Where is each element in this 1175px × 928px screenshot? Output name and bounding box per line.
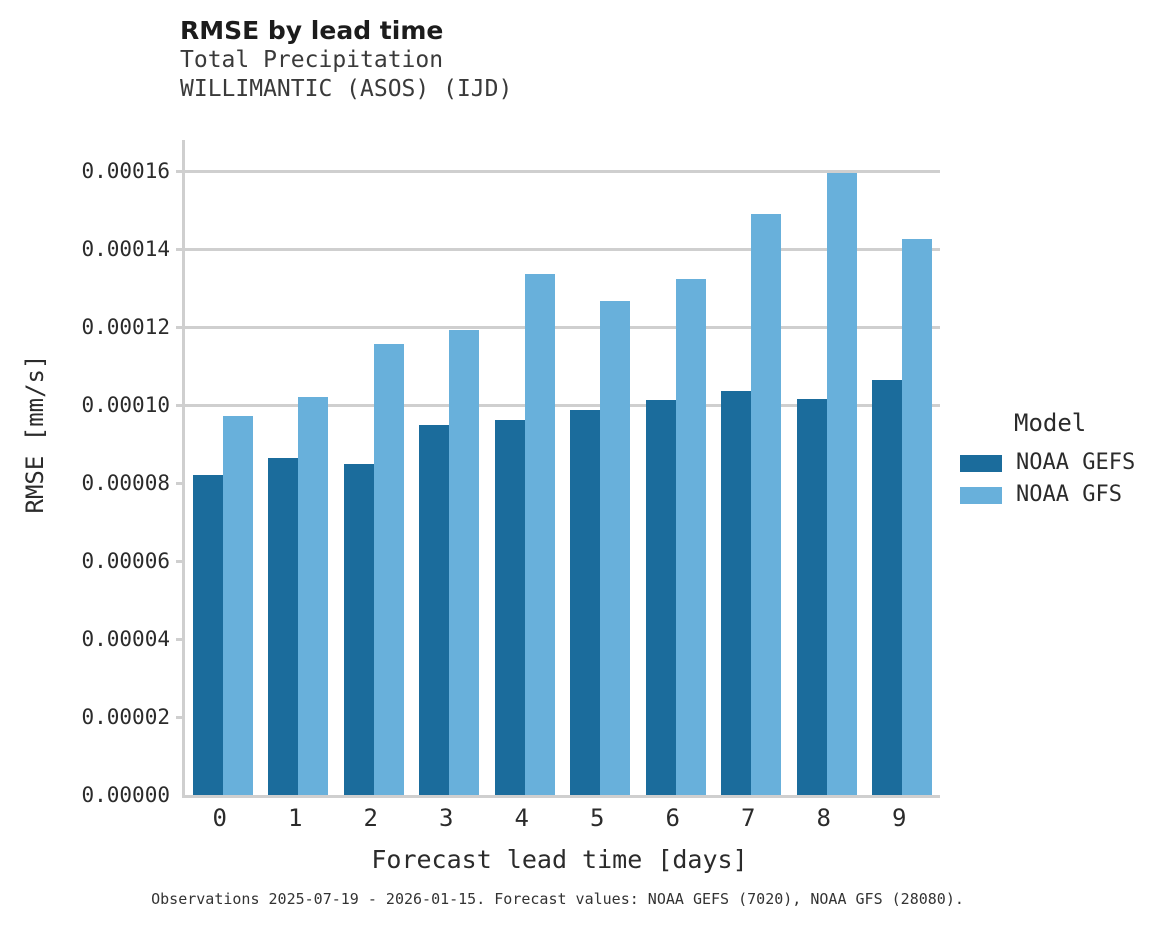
chart-subtitle-variable: Total Precipitation (180, 47, 444, 73)
y-axis-tick-label: 0.00002 (81, 705, 170, 730)
y-axis-tick-labels: 0.00000 0.00002 0.00004 0.00006 0.00008 0.000… (22, 140, 170, 806)
bar[interactable] (298, 396, 329, 795)
bar[interactable] (675, 279, 706, 795)
x-axis-tick-label: 0 (212, 804, 227, 832)
bar[interactable] (902, 239, 933, 795)
bar[interactable] (570, 409, 601, 795)
x-axis-tick-label: 2 (363, 804, 378, 832)
y-axis-tick-label: 0.00014 (81, 237, 170, 262)
gridline (185, 170, 940, 174)
y-axis-tick (176, 716, 185, 720)
chart-subtitle-station: WILLIMANTIC (ASOS) (IJD) (180, 76, 513, 102)
bar[interactable] (826, 173, 857, 795)
bars-layer (185, 140, 940, 795)
legend-swatch (960, 454, 1002, 472)
bar[interactable] (222, 416, 253, 795)
y-axis-tick (176, 326, 185, 330)
legend-title: Model (1014, 409, 1087, 437)
x-axis-title: Forecast lead time [days] (371, 845, 748, 874)
legend-entry[interactable]: NOAA GFS (960, 479, 1135, 511)
y-axis-tick-label: 0.00006 (81, 549, 170, 574)
y-axis-tick-label: 0.00008 (81, 471, 170, 496)
x-axis-tick-label: 3 (439, 804, 454, 832)
x-axis-tick-label: 5 (590, 804, 605, 832)
bar[interactable] (600, 300, 631, 795)
legend: Model NOAA GEFS NOAA GFS (960, 408, 1135, 511)
bar[interactable] (721, 390, 752, 795)
bar[interactable] (645, 399, 676, 795)
plot-area (176, 140, 940, 798)
y-axis-tick (176, 248, 185, 252)
page-title: RMSE by lead time (180, 16, 444, 45)
x-axis-tick-label: 9 (892, 804, 907, 832)
x-axis-tick-labels: 0 1 2 3 4 5 6 7 8 9 (182, 803, 937, 839)
x-axis-tick-label: 8 (816, 804, 831, 832)
bar[interactable] (373, 343, 404, 795)
bar[interactable] (343, 463, 374, 795)
bar[interactable] (268, 458, 299, 795)
bar[interactable] (751, 213, 782, 795)
y-axis-tick (176, 482, 185, 486)
bar[interactable] (419, 424, 450, 795)
legend-label: NOAA GFS (1016, 482, 1122, 507)
y-axis-tick-label: 0.00012 (81, 315, 170, 340)
gridline (185, 248, 940, 252)
legend-entry[interactable]: NOAA GEFS (960, 447, 1135, 479)
gridline (185, 326, 940, 330)
bar[interactable] (192, 474, 223, 795)
title-block: RMSE by lead time Total Precipitation WI… (180, 16, 940, 104)
y-axis-tick (176, 560, 185, 564)
gridline (185, 404, 940, 408)
x-axis-tick-label: 1 (288, 804, 303, 832)
legend-swatch (960, 486, 1002, 504)
footnote: Observations 2025-07-19 - 2026-01-15. Fo… (151, 890, 964, 908)
y-axis-tick-label: 0.00010 (81, 393, 170, 418)
bar[interactable] (796, 398, 827, 795)
x-axis-tick-label: 4 (514, 804, 529, 832)
bar[interactable] (449, 330, 480, 795)
y-axis-tick (176, 170, 185, 174)
y-axis-tick-label: 0.00016 (81, 159, 170, 184)
bar[interactable] (524, 273, 555, 795)
bar[interactable] (494, 419, 525, 795)
y-axis-tick (176, 638, 185, 642)
legend-entries: NOAA GEFS NOAA GFS (960, 447, 1135, 511)
y-axis-tick-label: 0.00004 (81, 627, 170, 652)
x-axis-tick-label: 6 (665, 804, 680, 832)
bar[interactable] (872, 379, 903, 795)
x-axis-tick-label: 7 (741, 804, 756, 832)
y-axis-tick-label: 0.00000 (81, 783, 170, 807)
y-axis-tick (176, 404, 185, 408)
legend-label: NOAA GEFS (1016, 450, 1136, 475)
